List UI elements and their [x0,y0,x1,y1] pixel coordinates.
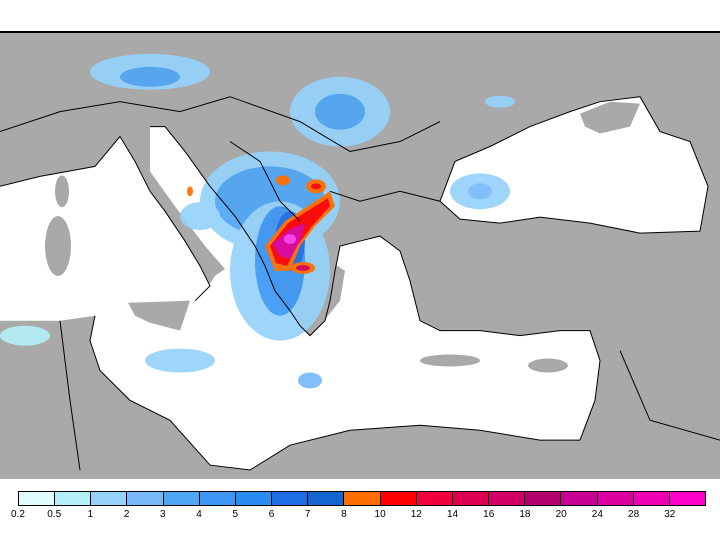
precipitation-field [0,53,515,389]
legend-color-box [19,492,56,505]
country-borders [0,96,720,471]
legend-label: 16 [483,509,495,520]
legend-label: 10 [374,509,386,520]
legend-color-box [91,492,128,505]
mediterranean-sea [0,126,600,471]
precipitation-map [0,31,720,479]
legend-label: 4 [196,509,202,520]
color-legend [18,491,706,506]
legend-color-box [489,492,526,505]
legend-label: 24 [591,509,603,520]
legend-label: 0.5 [47,509,62,520]
legend-color-box [669,492,705,505]
legend-color-box [633,492,670,505]
legend-label: 8 [341,509,347,520]
legend-color-box [452,492,490,505]
legend-color-box [199,492,236,505]
legend-label: 28 [628,509,640,520]
legend-label: 7 [304,509,311,520]
legend-color-box [127,492,164,505]
legend-labels: 0.2 0.5 1 2 3 4 5 6 7 8 10 12 14 16 18 20 24 28 32 [0,509,720,523]
sardinia [45,216,71,276]
legend-label: 32 [664,509,676,520]
legend-color-box [416,492,453,505]
legend-color-box [344,492,381,505]
sicily [128,300,190,331]
legend-label: 2 [123,509,130,520]
crimea [580,101,640,134]
corsica [55,175,69,208]
legend-label: 18 [519,509,531,520]
legend-label: 5 [232,509,239,520]
legend-color-box [163,492,200,505]
legend-color-box [235,492,273,505]
legend-label: 1 [87,509,94,520]
legend-label: 3 [160,509,166,520]
legend-label: 14 [446,509,459,520]
legend-color-box [272,492,309,505]
cyprus [528,358,568,373]
legend-label: 12 [410,509,422,520]
legend-label: 20 [555,509,567,520]
legend-color-box [308,492,345,505]
legend-label: 0.2 [11,509,25,520]
legend-color-box [597,492,634,505]
crete [420,354,480,367]
legend-color-box [55,492,92,505]
legend-color-box [380,492,417,505]
legend-color-box [561,492,598,505]
legend-label: 6 [268,509,275,520]
legend-color-box [525,492,562,505]
